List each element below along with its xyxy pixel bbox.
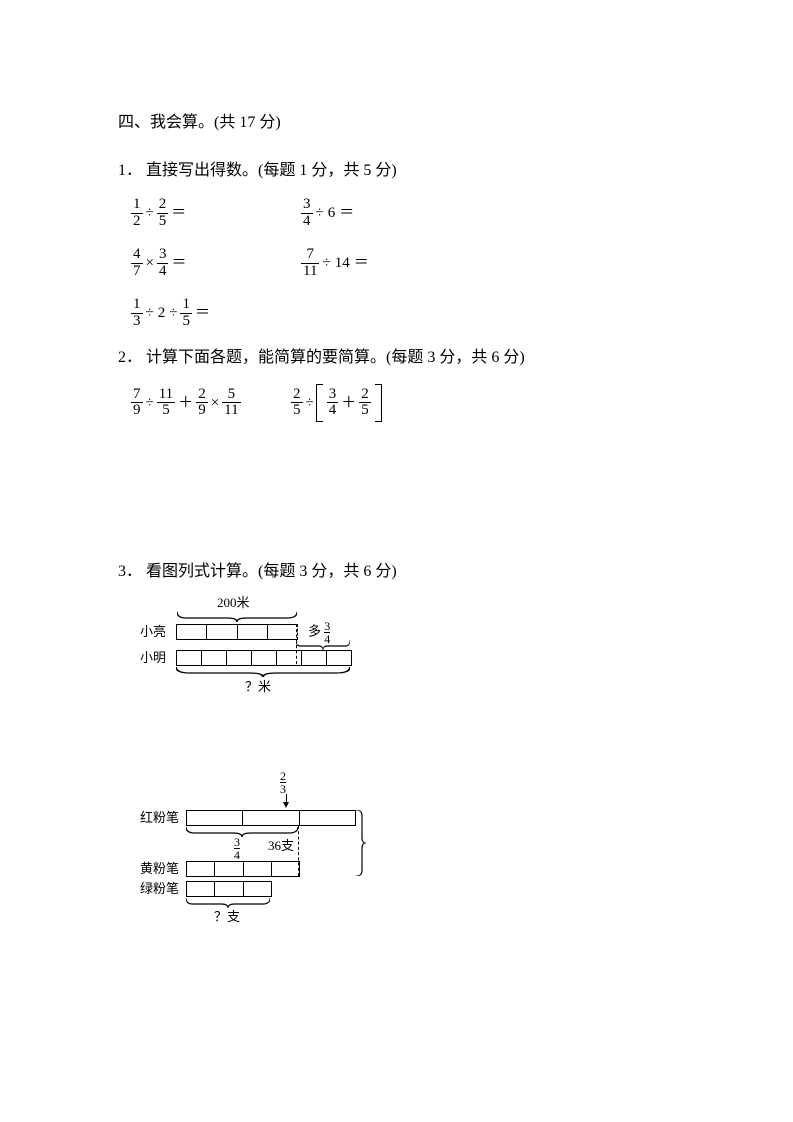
q1-expr-2a: 47 × 34 ＝: [130, 247, 300, 280]
q3-text: 看图列式计算。(每题 3 分，共 6 分): [146, 559, 397, 585]
question-1: 1． 直接写出得数。(每题 1 分，共 5 分) 12 ÷ 25 ＝ 34 ÷ …: [118, 158, 793, 332]
d2-row3-label: 绿粉笔: [140, 882, 179, 895]
q1-expr-2b: 711 ÷ 14 ＝: [300, 247, 369, 280]
d2-top-frac: 23: [280, 770, 286, 795]
brace-extra-icon: [296, 640, 350, 650]
d2-mid-val: 36支: [268, 839, 294, 852]
brace-bottom2-icon: [186, 898, 270, 908]
q1-expr-1a: 12 ÷ 25 ＝: [130, 197, 300, 230]
q1-number: 1．: [118, 158, 146, 184]
d2-tape-3: [186, 881, 272, 897]
brace-top-icon: [177, 612, 297, 622]
q3-number: 3．: [118, 559, 146, 585]
d1-question: ？米: [245, 680, 271, 693]
d1-tape-2: [176, 650, 352, 666]
d2-mid-frac: 34: [234, 836, 240, 861]
q2-number: 2．: [118, 345, 146, 371]
question-3: 3． 看图列式计算。(每题 3 分，共 6 分) 200米 小亮 多 34: [118, 559, 793, 957]
q1-expr-1b: 34 ÷ 6 ＝: [300, 197, 354, 230]
d1-tape-1: [176, 624, 298, 640]
q2-expr-a: 79 ÷ 115 ＋ 29 × 511: [130, 387, 290, 420]
d1-row2-label: 小明: [140, 651, 166, 664]
q2-expr-b: 25 ÷ 34 ＋ 25: [290, 383, 382, 423]
q3-diagram-2: 23 红粉笔 34 36支 黄粉笔: [140, 776, 400, 956]
brace-mid-icon: [186, 827, 298, 837]
brace-bottom-icon: [176, 667, 350, 677]
q1-expr-3a: 13 ÷ 2 ÷ 15 ＝: [130, 297, 300, 330]
d1-top-label: 200米: [217, 596, 250, 609]
d2-row1-label: 红粉笔: [140, 811, 179, 824]
brace-right-icon: [356, 810, 366, 876]
q1-text: 直接写出得数。(每题 1 分，共 5 分): [146, 158, 397, 184]
d1-row1-label: 小亮: [140, 625, 166, 638]
d2-tape-2: [186, 861, 300, 877]
q3-diagram-1: 200米 小亮 多 34 小明: [140, 598, 380, 708]
arrow-down-icon: [283, 802, 289, 808]
d2-question: ？支: [214, 910, 240, 923]
section-title: 四、我会算。(共 17 分): [118, 110, 793, 136]
d2-tape-1: [186, 810, 356, 826]
question-2: 2． 计算下面各题，能简算的要简算。(每题 3 分，共 6 分) 79 ÷ 11…: [118, 345, 793, 421]
d2-row2-label: 黄粉笔: [140, 862, 179, 875]
q2-text: 计算下面各题，能简算的要简算。(每题 3 分，共 6 分): [146, 345, 525, 371]
